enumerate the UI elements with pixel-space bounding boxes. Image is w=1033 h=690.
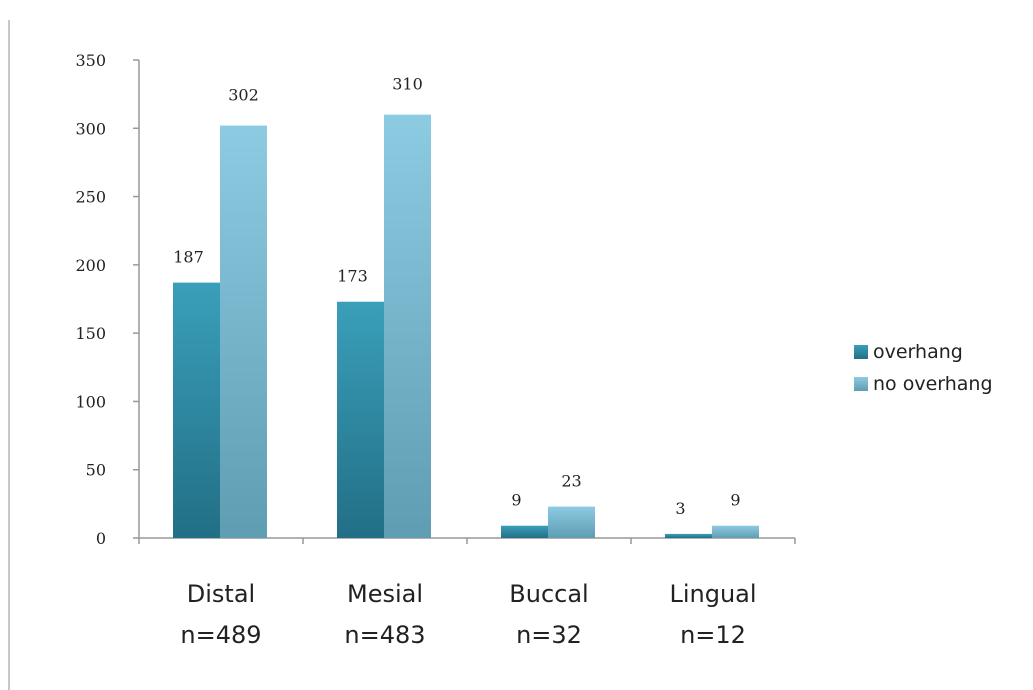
y-tick-label: 0 xyxy=(96,529,106,548)
data-label: 310 xyxy=(392,75,423,94)
bar-overhang-distal xyxy=(173,282,220,538)
category-sublabel: n=489 xyxy=(180,621,261,649)
data-label: 9 xyxy=(511,491,521,510)
category-sublabel: n=483 xyxy=(344,621,425,649)
y-tick-label: 50 xyxy=(86,461,106,480)
y-tick-label: 200 xyxy=(75,256,106,275)
y-axis: 0 50 100 150 200 250 300 350 xyxy=(75,51,140,548)
y-tick-label: 150 xyxy=(75,324,106,343)
data-label: 302 xyxy=(228,86,259,105)
bar-overhang-lingual xyxy=(665,533,712,538)
bar-no-overhang-mesial xyxy=(384,114,431,538)
x-axis: Distal n=489 Mesial n=483 Buccal n=32 Lingual n… xyxy=(138,537,796,649)
y-tick-label: 350 xyxy=(75,51,106,70)
category-label: Mesial xyxy=(347,580,423,608)
bar-overhang-buccal xyxy=(501,525,548,538)
category-sublabel: n=32 xyxy=(516,621,582,649)
y-tick-label: 250 xyxy=(75,188,106,207)
bar-no-overhang-distal xyxy=(220,125,267,538)
bar-no-overhang-buccal xyxy=(548,506,595,538)
legend-swatch xyxy=(854,377,868,391)
data-label: 187 xyxy=(173,248,204,267)
bar-overhang-mesial xyxy=(337,301,384,538)
y-tick-label: 300 xyxy=(75,119,106,138)
legend-swatch xyxy=(854,345,868,359)
legend: overhang no overhang xyxy=(854,341,993,395)
category-label: Buccal xyxy=(509,580,588,608)
data-label: 23 xyxy=(561,472,581,491)
bar-no-overhang-lingual xyxy=(712,525,759,538)
y-tick-label: 100 xyxy=(75,392,106,411)
data-label: 3 xyxy=(675,499,685,518)
legend-label: overhang xyxy=(873,341,963,363)
category-sublabel: n=12 xyxy=(680,621,746,649)
category-label: Distal xyxy=(187,580,255,608)
data-label: 173 xyxy=(337,267,368,286)
data-label: 9 xyxy=(730,491,740,510)
category-label: Lingual xyxy=(669,580,756,608)
legend-label: no overhang xyxy=(873,373,993,395)
data-labels: 187 302 173 310 9 23 3 9 xyxy=(173,75,740,518)
bars xyxy=(173,114,759,538)
